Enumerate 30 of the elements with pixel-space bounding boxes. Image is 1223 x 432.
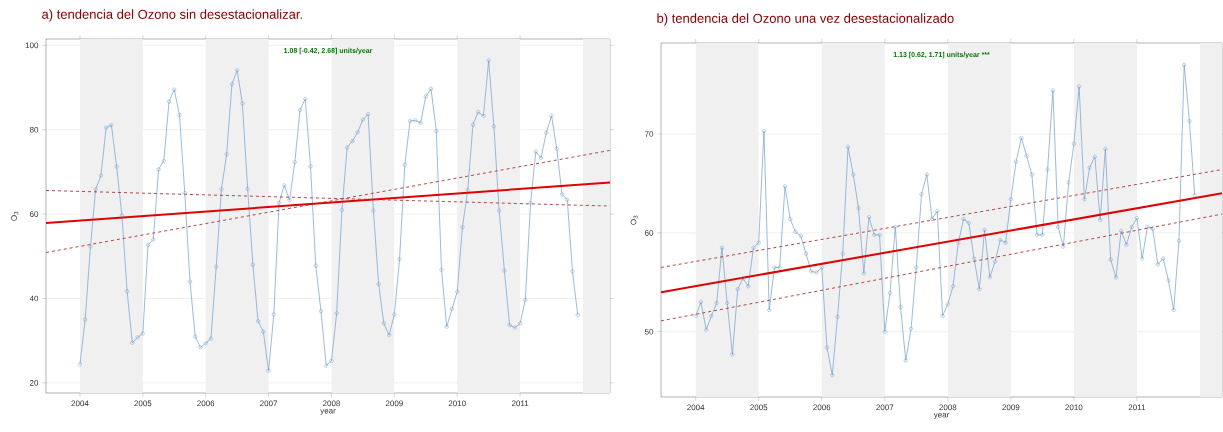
x-tick-label: 2004 — [71, 400, 89, 407]
chart-title: b) tendencia del Ozono una vez desestacionalizado — [657, 13, 954, 26]
x-axis-title: year — [320, 409, 336, 416]
x-tick-label: 2007 — [876, 404, 894, 411]
x-tick-label: 2011 — [1128, 404, 1146, 411]
x-tick-label: 2009 — [1002, 404, 1020, 411]
x-tick-label: 2010 — [448, 400, 466, 407]
x-tick-label: 2008 — [322, 400, 341, 407]
x-tick-label: 2007 — [260, 400, 278, 407]
chart-title: a) tendencia del Ozono sin desestacionalizar. — [42, 9, 302, 22]
x-tick-label: 2008 — [939, 404, 957, 411]
y-tick-label: 50 — [644, 328, 654, 335]
x-tick-label: 2011 — [511, 400, 529, 407]
y-tick-label: 80 — [29, 126, 39, 133]
y-tick-label: 20 — [29, 380, 39, 386]
y-tick-label: 100 — [25, 42, 39, 49]
y-tick-label: 70 — [645, 131, 654, 137]
x-tick-label: 2006 — [813, 404, 831, 411]
y-tick-label: 60 — [29, 211, 39, 217]
x-tick-label: 2005 — [134, 400, 152, 407]
y-tick-label: 60 — [645, 230, 654, 236]
x-tick-label: 2006 — [197, 400, 215, 407]
x-axis-title: year — [933, 413, 950, 420]
x-tick-label: 2010 — [1065, 404, 1083, 411]
x-tick-label: 2009 — [385, 400, 403, 407]
x-tick-label: 2004 — [687, 404, 705, 411]
y-tick-label: 40 — [29, 295, 39, 302]
y-axis-title: O$_{3}$ — [630, 215, 638, 225]
y-axis-title: O$_{3}$ — [11, 211, 19, 221]
x-tick-label: 2005 — [750, 404, 768, 411]
